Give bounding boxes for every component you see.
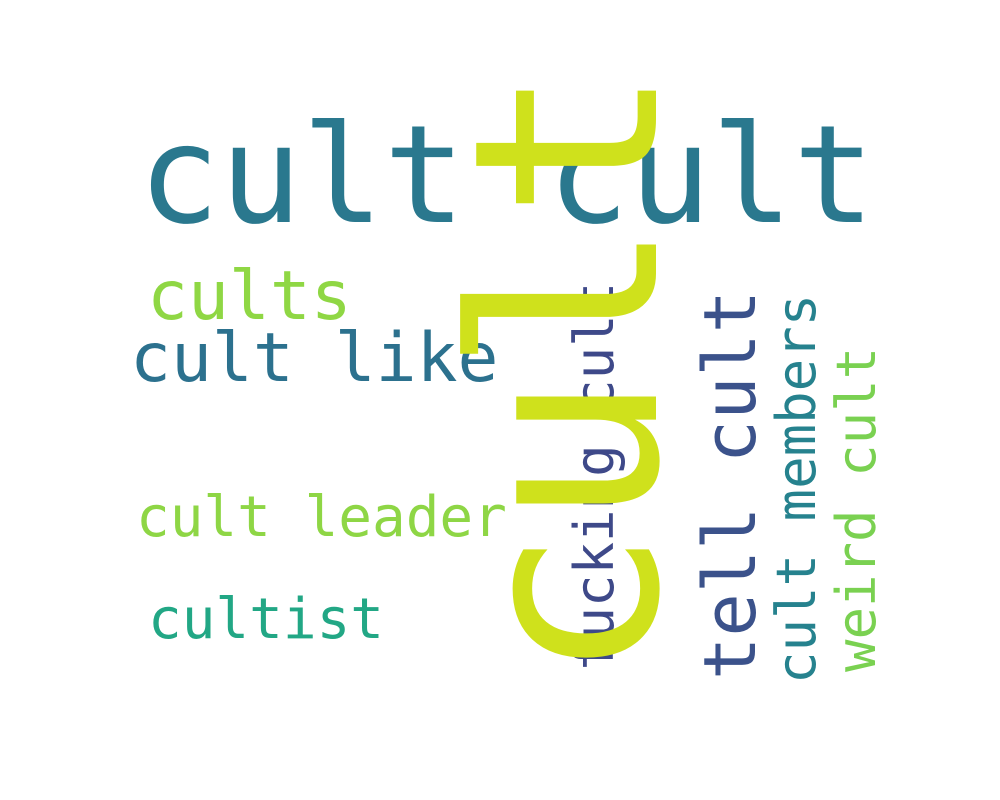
word-cult-leader: cult leader — [136, 485, 507, 550]
word-cult-like: cult like — [130, 319, 499, 398]
word-cults: cults — [147, 257, 352, 336]
word-cult-members: cult members — [765, 293, 828, 684]
word-weird-cult: weird cult — [825, 346, 888, 672]
word-cult-large: cult — [419, 65, 717, 683]
word-cultist: cultist — [148, 587, 385, 652]
word-cult-cult: cult cult — [138, 97, 875, 255]
